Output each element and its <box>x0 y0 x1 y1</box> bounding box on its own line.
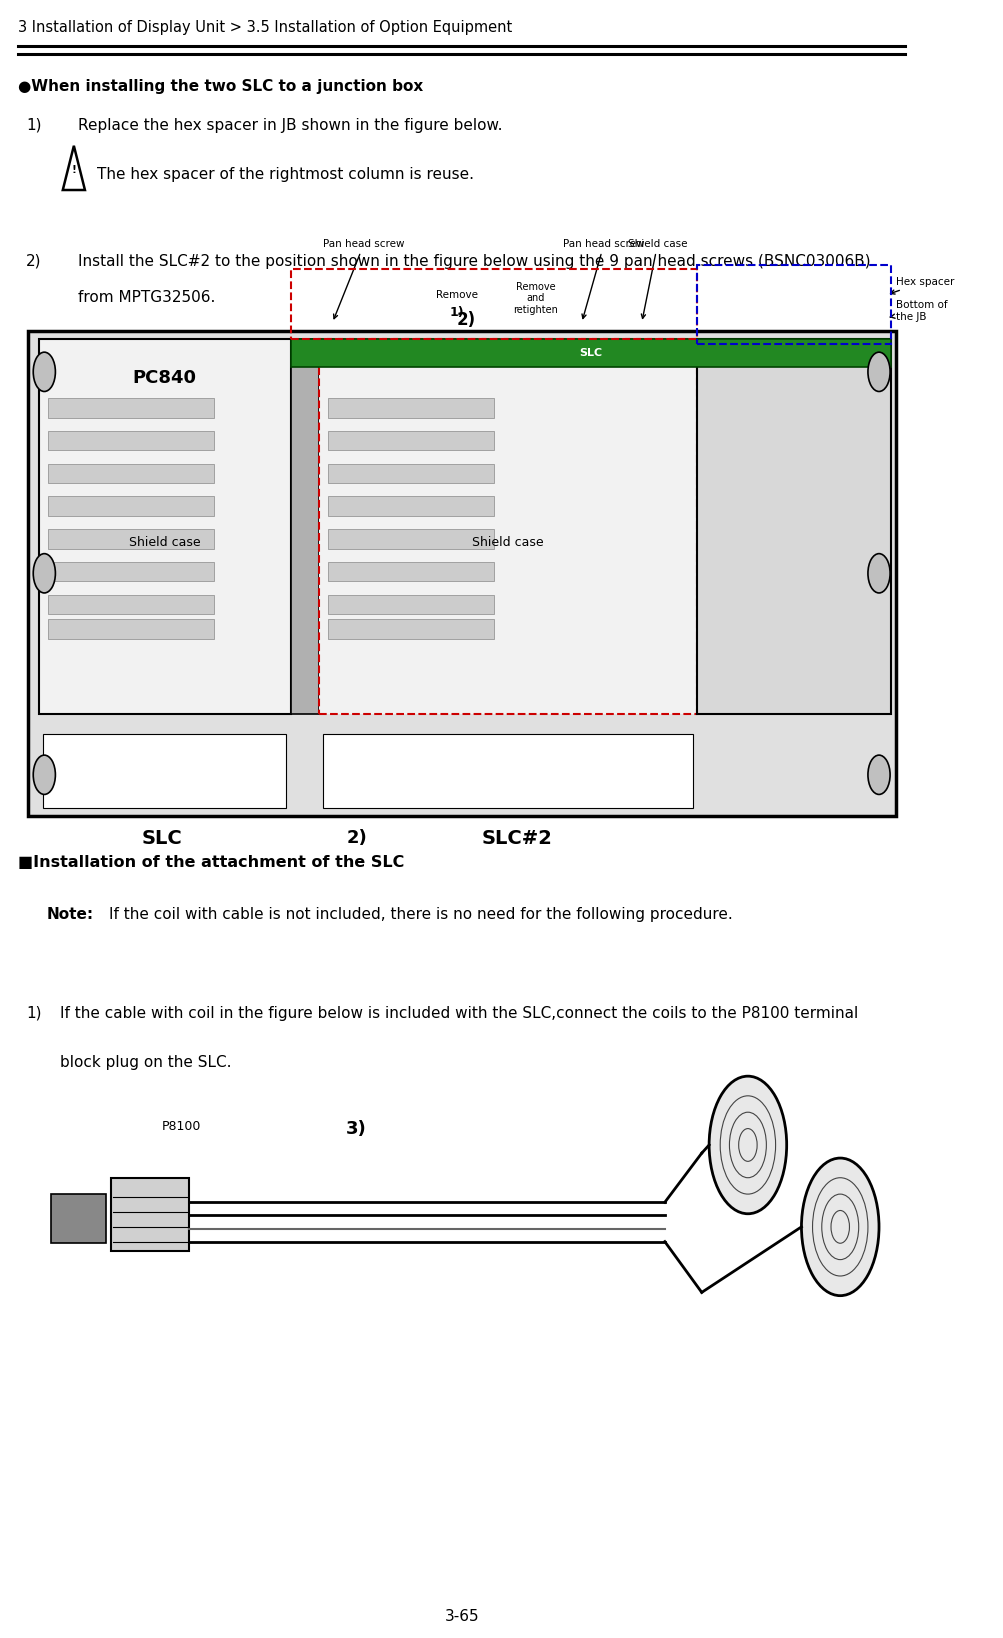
Bar <box>48 562 214 581</box>
Text: ●When installing the two SLC to a junction box: ●When installing the two SLC to a juncti… <box>18 79 423 93</box>
Text: 2): 2) <box>346 829 367 847</box>
Text: P8100: P8100 <box>161 1120 201 1133</box>
Text: PC840: PC840 <box>132 369 197 387</box>
Bar <box>323 734 692 808</box>
Circle shape <box>33 352 55 391</box>
Text: 1): 1) <box>449 306 464 319</box>
Bar <box>291 339 890 367</box>
Bar <box>291 339 318 714</box>
Bar <box>48 496 214 516</box>
Bar <box>318 339 696 714</box>
Bar <box>48 529 214 549</box>
Text: Note:: Note: <box>46 907 93 922</box>
Text: The hex spacer of the rightmost column is reuse.: The hex spacer of the rightmost column i… <box>97 167 473 182</box>
Bar <box>696 265 890 344</box>
Bar <box>327 619 493 639</box>
Text: Remove: Remove <box>435 290 477 300</box>
Text: SLC: SLC <box>579 347 602 359</box>
Bar <box>48 398 214 418</box>
Bar <box>327 595 493 614</box>
Text: Remove
and
retighten: Remove and retighten <box>513 282 558 314</box>
Bar <box>327 431 493 450</box>
Text: Install the SLC#2 to the position shown in the figure below using the 9 pan head: Install the SLC#2 to the position shown … <box>78 254 871 269</box>
Bar <box>28 331 895 816</box>
Bar <box>110 1178 190 1251</box>
Text: Pan head screw: Pan head screw <box>323 239 404 319</box>
Text: block plug on the SLC.: block plug on the SLC. <box>60 1055 232 1070</box>
Circle shape <box>867 755 890 794</box>
Text: 1): 1) <box>26 118 41 133</box>
Text: Hex spacer: Hex spacer <box>890 277 953 295</box>
Bar <box>48 431 214 450</box>
Text: Pan head screw: Pan head screw <box>563 239 644 318</box>
Bar <box>291 269 696 339</box>
Text: SLC#2: SLC#2 <box>481 829 552 848</box>
Text: 2): 2) <box>456 311 475 329</box>
Bar <box>48 595 214 614</box>
Bar <box>696 339 890 714</box>
Circle shape <box>800 1158 879 1296</box>
Text: Replace the hex spacer in JB shown in the figure below.: Replace the hex spacer in JB shown in th… <box>78 118 503 133</box>
Circle shape <box>33 755 55 794</box>
Text: Shield case: Shield case <box>627 239 687 318</box>
Bar <box>51 1194 106 1243</box>
Bar <box>327 496 493 516</box>
Circle shape <box>708 1076 786 1214</box>
Text: from MPTG32506.: from MPTG32506. <box>78 290 216 305</box>
Bar <box>39 339 291 714</box>
Circle shape <box>33 554 55 593</box>
Bar <box>327 464 493 483</box>
Text: Shield case: Shield case <box>128 537 201 549</box>
Text: Shield case: Shield case <box>471 537 543 549</box>
Bar <box>48 619 214 639</box>
Bar <box>327 529 493 549</box>
Text: Bottom of
the JB: Bottom of the JB <box>889 300 946 323</box>
Text: If the cable with coil in the figure below is included with the SLC,connect the : If the cable with coil in the figure bel… <box>60 1006 858 1020</box>
Bar <box>43 734 286 808</box>
Bar <box>48 464 214 483</box>
Text: 1): 1) <box>26 1006 41 1020</box>
Bar <box>327 562 493 581</box>
Text: If the coil with cable is not included, there is no need for the following proce: If the coil with cable is not included, … <box>109 907 732 922</box>
Text: ■Installation of the attachment of the SLC: ■Installation of the attachment of the S… <box>18 855 404 870</box>
Text: 3-65: 3-65 <box>444 1609 478 1625</box>
Circle shape <box>867 352 890 391</box>
Text: 2): 2) <box>26 254 41 269</box>
Bar <box>327 398 493 418</box>
Text: 3 Installation of Display Unit > 3.5 Installation of Option Equipment: 3 Installation of Display Unit > 3.5 Ins… <box>18 20 513 34</box>
Text: !: ! <box>71 165 76 175</box>
Circle shape <box>867 554 890 593</box>
Text: SLC: SLC <box>141 829 182 848</box>
Text: 3): 3) <box>346 1120 367 1138</box>
